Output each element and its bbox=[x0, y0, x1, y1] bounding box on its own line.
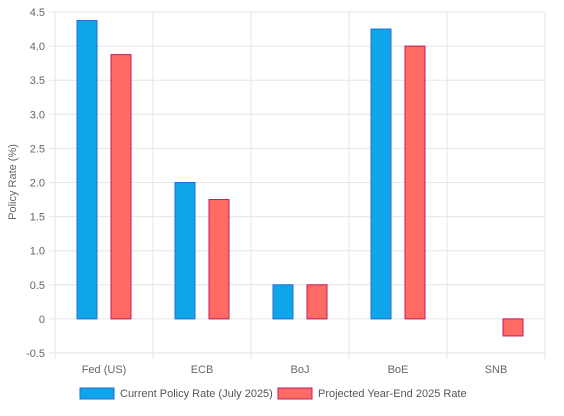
legend-item-2[interactable]: Projected Year-End 2025 Rate bbox=[277, 387, 467, 400]
y-tick-label: 4.0 bbox=[30, 41, 45, 53]
legend-label: Projected Year-End 2025 Rate bbox=[318, 388, 467, 400]
y-tick-label: 2.5 bbox=[30, 143, 45, 155]
legend-swatch bbox=[277, 387, 313, 400]
legend-swatch bbox=[79, 387, 115, 400]
x-axis-ticks: Fed (US) ECB BoJ BoE SNB bbox=[82, 364, 508, 376]
y-tick-label: -0.5 bbox=[26, 348, 45, 360]
x-tick-label: BoE bbox=[388, 364, 409, 376]
bar-boj-series-1[interactable] bbox=[272, 284, 294, 320]
y-tick-label: 1.5 bbox=[30, 212, 45, 224]
bar-boe-series-1[interactable] bbox=[370, 28, 392, 320]
y-tick-label: 4.5 bbox=[30, 7, 45, 19]
bar-fed-us-series-2[interactable] bbox=[110, 54, 132, 320]
y-tick-label: 3.0 bbox=[30, 109, 45, 121]
x-tick-label: SNB bbox=[485, 364, 508, 376]
x-tick-label: ECB bbox=[191, 364, 214, 376]
bar-ecb-series-2[interactable] bbox=[208, 199, 230, 320]
bar-boe-series-2[interactable] bbox=[404, 45, 426, 320]
y-tick-label: 0 bbox=[39, 314, 45, 326]
y-tick-label: 1.0 bbox=[30, 246, 45, 258]
bar-snb-series-2[interactable] bbox=[502, 318, 524, 337]
y-tick-label: 3.5 bbox=[30, 75, 45, 87]
y-axis-ticks: 4.5 4.0 3.5 3.0 2.5 2.0 1.5 1.0 0.5 0 -0.5 bbox=[26, 7, 45, 360]
x-tick-label: BoJ bbox=[291, 364, 310, 376]
y-axis-title: Policy Rate (%) bbox=[7, 144, 19, 220]
bar-fed-us-series-1[interactable] bbox=[76, 20, 98, 320]
bars bbox=[76, 20, 524, 337]
x-tick-label: Fed (US) bbox=[82, 364, 127, 376]
y-tick-label: 0.5 bbox=[30, 280, 45, 292]
legend[interactable]: Current Policy Rate (July 2025) Projected… bbox=[79, 387, 467, 400]
bar-ecb-series-1[interactable] bbox=[174, 182, 196, 320]
bar-boj-series-2[interactable] bbox=[306, 284, 328, 320]
grid-lines bbox=[49, 11, 546, 359]
legend-label: Current Policy Rate (July 2025) bbox=[120, 388, 273, 400]
y-tick-label: 2.0 bbox=[30, 178, 45, 190]
legend-item-1[interactable]: Current Policy Rate (July 2025) bbox=[79, 387, 273, 400]
